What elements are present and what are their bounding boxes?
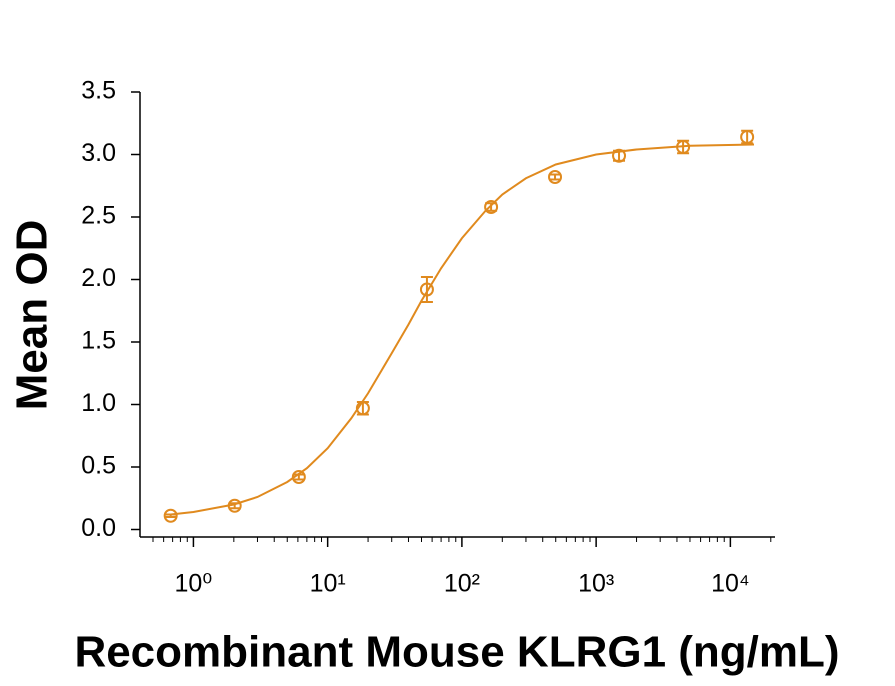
error-bar: [420, 276, 433, 303]
x-tick-label: 10⁴: [711, 570, 750, 598]
data-point: [355, 401, 370, 416]
y-axis-title: Mean OD: [8, 220, 57, 411]
data-point: [548, 170, 563, 184]
y-tick-label: 3.5: [81, 77, 116, 105]
error-bar: [228, 502, 241, 510]
y-tick-label: 1.5: [81, 327, 116, 355]
data-point: [612, 148, 627, 163]
data-point: [163, 508, 178, 523]
error-bar: [549, 173, 562, 181]
data-point: [291, 470, 306, 484]
data-point: [676, 140, 691, 154]
x-tick-label: 10¹: [310, 570, 346, 598]
data-point: [419, 282, 434, 297]
y-tick-label: 1.0: [81, 389, 116, 417]
x-axis-title: Recombinant Mouse KLRG1 (ng/mL): [74, 628, 839, 677]
x-tick-label: 10³: [578, 570, 614, 598]
data-point: [227, 498, 242, 513]
fit-curve: [170, 143, 755, 516]
y-tick-label: 2.5: [81, 202, 116, 230]
data-point: [740, 130, 755, 144]
y-tick-label: 0.0: [81, 514, 116, 542]
error-bar: [164, 513, 177, 518]
x-tick-label: 10²: [444, 570, 480, 598]
error-bar: [292, 473, 305, 481]
y-tick-label: 0.5: [81, 452, 116, 480]
y-tick-label: 3.0: [81, 139, 116, 167]
data-point: [484, 200, 499, 214]
x-tick-label: 10⁰: [174, 570, 212, 598]
y-tick-label: 2.0: [81, 264, 116, 292]
